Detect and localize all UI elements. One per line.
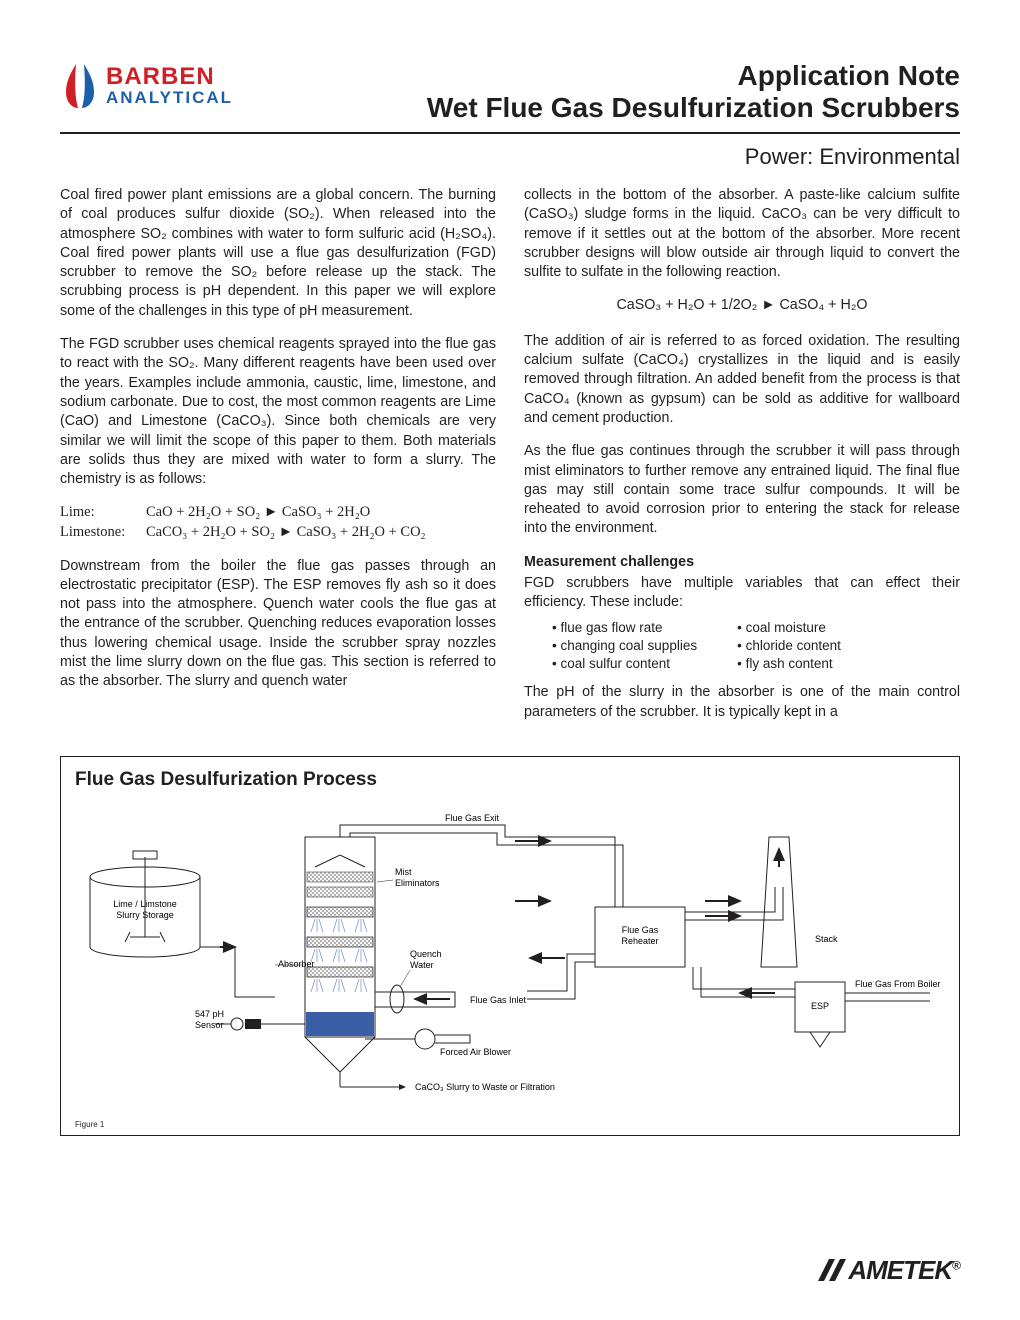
list-item: chloride content: [737, 637, 841, 655]
left-p1: Coal fired power plant emissions are a g…: [60, 186, 496, 321]
right-p3: As the flue gas continues through the sc…: [524, 442, 960, 538]
label-waste: CaCO₃ Slurry to Waste or Filtration: [415, 1082, 555, 1092]
label-boiler: Flue Gas From Boiler: [855, 979, 941, 989]
title-block: Application Note Wet Flue Gas Desulfuriz…: [427, 60, 960, 124]
label-blower: Forced Air Blower: [440, 1047, 511, 1057]
label-flue-inlet: Flue Gas Inlet: [470, 995, 527, 1005]
footer-brand-text: AMETEK: [848, 1255, 952, 1285]
page-header: BARBEN ANALYTICAL Application Note Wet F…: [60, 60, 960, 124]
ph-sensor: 547 pH Sensor: [195, 1009, 305, 1030]
bullet-columns: flue gas flow rate changing coal supplie…: [552, 619, 960, 674]
title-line2: Wet Flue Gas Desulfurization Scrubbers: [427, 92, 960, 124]
label-stack: Stack: [815, 934, 838, 944]
brand-logo: BARBEN ANALYTICAL: [60, 60, 233, 110]
label-quench-1: Quench: [410, 949, 442, 959]
list-item: coal moisture: [737, 619, 841, 637]
label-quench-2: Water: [410, 960, 434, 970]
label-mist-1: Mist: [395, 867, 412, 877]
right-p2: The addition of air is referred to as fo…: [524, 332, 960, 428]
subtitle: Power: Environmental: [60, 144, 960, 170]
right-p1: collects in the bottom of the absorber. …: [524, 186, 960, 282]
eq-lime: CaO + 2H₂O + SO₂ ► CaSO₃ + 2H₂O: [146, 503, 370, 523]
bullets-right: coal moisture chloride content fly ash c…: [737, 619, 841, 674]
diagram-title: Flue Gas Desulfurization Process: [75, 769, 945, 791]
ametek-chevron-icon: [818, 1259, 848, 1281]
label-slurry-1: Lime / Limstone: [113, 899, 177, 909]
left-p3: Downstream from the boiler the flue gas …: [60, 557, 496, 692]
label-sensor-1: 547 pH: [195, 1009, 224, 1019]
slurry-tank: Lime / Limstone Slurry Storage: [90, 851, 200, 957]
label-reheater-1: Flue Gas: [622, 925, 659, 935]
process-diagram: Flue Gas Desulfurization Process Lime / …: [60, 756, 960, 1136]
logo-sub-text: ANALYTICAL: [106, 89, 233, 106]
label-flue-exit: Flue Gas Exit: [445, 813, 500, 823]
eq-limestone: CaCO₃ + 2H₂O + SO₂ ► CaSO₃ + 2H₂O + CO₂: [146, 523, 426, 543]
footer-brand: AMETEK®: [818, 1255, 960, 1286]
esp: ESP: [795, 982, 845, 1047]
list-item: coal sulfur content: [552, 655, 697, 673]
eq-limestone-label: Limestone:: [60, 523, 138, 543]
header-rule: [60, 132, 960, 134]
absorber: Absorber: [275, 837, 375, 1072]
logo-brand-text: BARBEN: [106, 65, 233, 89]
stack: Stack: [761, 837, 838, 967]
left-column: Coal fired power plant emissions are a g…: [60, 186, 496, 736]
eq-lime-label: Lime:: [60, 503, 138, 523]
list-item: changing coal supplies: [552, 637, 697, 655]
list-item: fly ash content: [737, 655, 841, 673]
flame-icon: [60, 60, 100, 110]
eq-oxidation: CaSO₃ + H₂O + 1/2O₂ ► CaSO₄ + H₂O: [524, 296, 960, 315]
list-item: flue gas flow rate: [552, 619, 697, 637]
figure-label: Figure 1: [75, 1120, 104, 1129]
bullets-left: flue gas flow rate changing coal supplie…: [552, 619, 697, 674]
body-columns: Coal fired power plant emissions are a g…: [60, 186, 960, 736]
section-head: Measurement challenges: [524, 553, 960, 572]
label-esp: ESP: [811, 1001, 829, 1011]
right-p5: The pH of the slurry in the absorber is …: [524, 683, 960, 722]
blower: Forced Air Blower: [365, 1029, 511, 1057]
title-line1: Application Note: [427, 60, 960, 92]
right-column: collects in the bottom of the absorber. …: [524, 186, 960, 736]
label-slurry-2: Slurry Storage: [116, 910, 174, 920]
label-reheater-2: Reheater: [621, 936, 658, 946]
left-p2: The FGD scrubber uses chemical reagents …: [60, 335, 496, 489]
fgd-diagram-svg: Lime / Limstone Slurry Storage: [75, 797, 945, 1117]
right-p4: FGD scrubbers have multiple variables th…: [524, 574, 960, 613]
label-mist-2: Eliminators: [395, 878, 440, 888]
label-absorber: Absorber: [278, 959, 315, 969]
label-sensor-2: Sensor: [195, 1020, 224, 1030]
equations-lime: Lime: CaO + 2H₂O + SO₂ ► CaSO₃ + 2H₂O Li…: [60, 503, 496, 542]
